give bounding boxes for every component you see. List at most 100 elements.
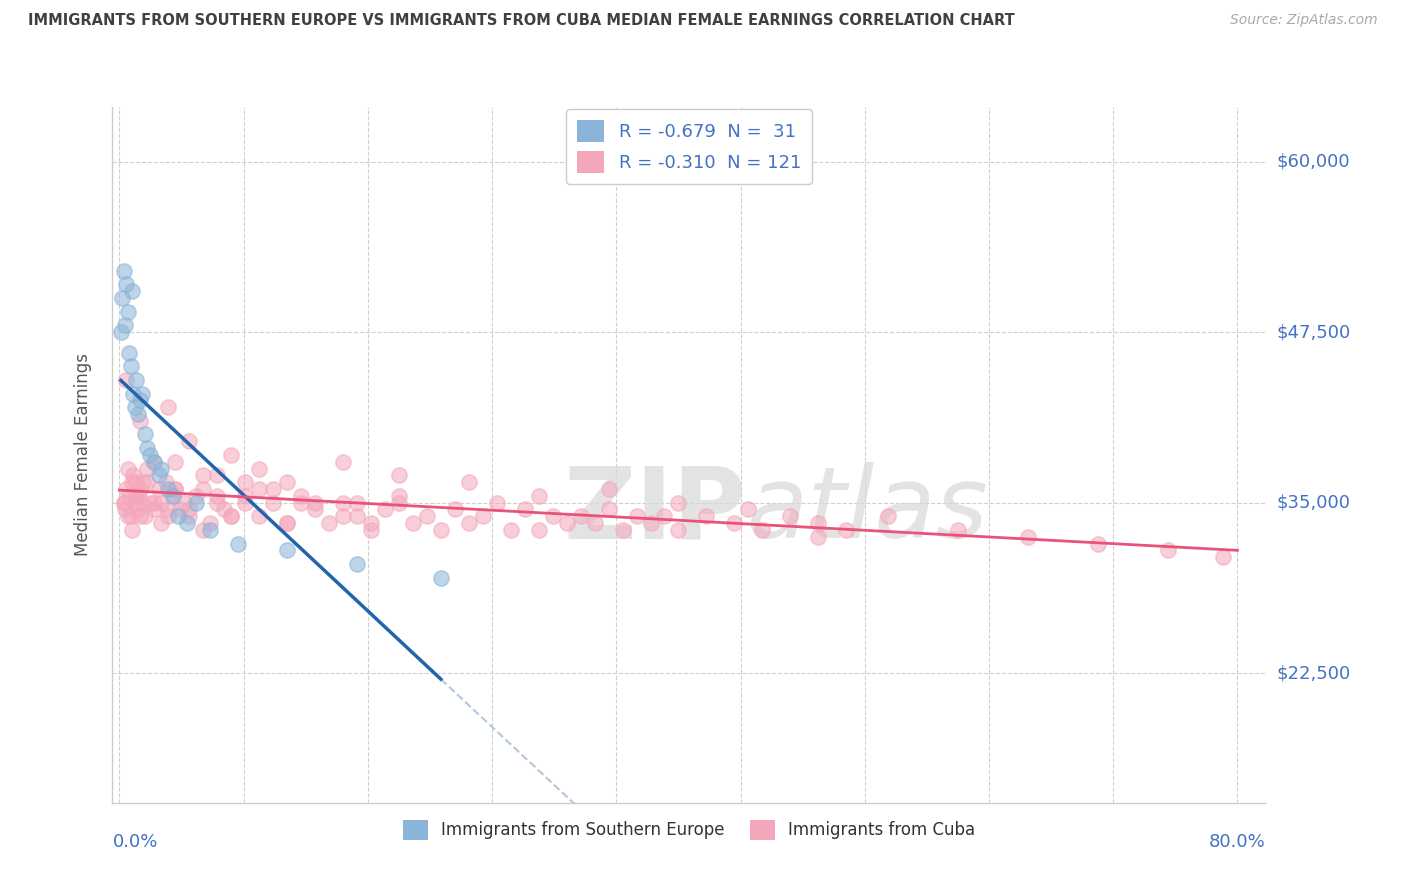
Point [134,427,156,442]
Point [226,536,249,550]
Point [139,448,162,462]
Point [148,468,170,483]
Point [157,502,180,516]
Point [176,516,198,530]
Point [115,373,138,387]
Point [179,509,201,524]
Point [122,468,145,483]
Point [598,502,620,516]
Point [193,482,215,496]
Point [124,496,146,510]
Point [112,496,135,510]
Point [877,509,900,524]
Point [115,277,138,292]
Point [346,509,368,524]
Point [471,509,494,524]
Point [207,468,229,483]
Point [193,468,215,483]
Point [125,489,148,503]
Point [157,482,180,496]
Point [117,461,139,475]
Text: atlas: atlas [747,462,988,559]
Point [457,516,479,530]
Point [247,509,270,524]
Point [640,516,662,530]
Point [332,509,354,524]
Point [121,475,143,490]
Point [129,482,152,496]
Point [233,489,256,503]
Point [807,530,830,544]
Point [262,482,284,496]
Point [179,434,201,449]
Point [946,523,969,537]
Point [111,291,134,305]
Point [165,482,187,496]
Point [124,400,146,414]
Point [583,516,606,530]
Point [136,441,159,455]
Point [219,448,242,462]
Point [402,516,425,530]
Point [150,496,173,510]
Point [318,516,340,530]
Point [186,489,208,503]
Point [139,496,162,510]
Point [114,502,136,516]
Text: IMMIGRANTS FROM SOUTHERN EUROPE VS IMMIGRANTS FROM CUBA MEDIAN FEMALE EARNINGS C: IMMIGRANTS FROM SOUTHERN EUROPE VS IMMIG… [28,13,1015,29]
Point [737,502,759,516]
Point [136,461,159,475]
Point [129,414,152,428]
Point [751,523,773,537]
Point [555,516,578,530]
Point [118,345,141,359]
Point [276,516,298,530]
Text: 80.0%: 80.0% [1209,833,1265,851]
Point [346,496,368,510]
Point [162,489,184,503]
Point [200,523,222,537]
Point [162,489,184,503]
Point [193,523,215,537]
Point [360,523,382,537]
Point [157,400,180,414]
Point [127,502,149,516]
Point [136,475,159,490]
Point [143,455,166,469]
Point [122,386,145,401]
Point [131,386,153,401]
Point [112,496,135,510]
Point [444,502,467,516]
Point [219,509,242,524]
Point [388,468,411,483]
Point [148,482,170,496]
Point [121,284,143,298]
Point [1212,550,1234,565]
Y-axis label: Median Female Earnings: Median Female Earnings [73,353,91,557]
Point [186,496,208,510]
Point [695,509,717,524]
Point [485,496,508,510]
Point [262,496,284,510]
Point [1017,530,1039,544]
Point [430,571,453,585]
Point [499,523,522,537]
Point [513,502,536,516]
Point [200,516,222,530]
Point [360,516,382,530]
Point [165,482,187,496]
Point [276,516,298,530]
Point [131,496,153,510]
Point [247,482,270,496]
Point [207,489,229,503]
Point [110,325,132,339]
Point [1156,543,1178,558]
Point [132,475,155,490]
Text: $35,000: $35,000 [1277,493,1351,512]
Point [835,523,858,537]
Point [612,523,634,537]
Point [143,455,166,469]
Point [128,489,150,503]
Point [117,304,139,318]
Text: $47,500: $47,500 [1277,323,1351,341]
